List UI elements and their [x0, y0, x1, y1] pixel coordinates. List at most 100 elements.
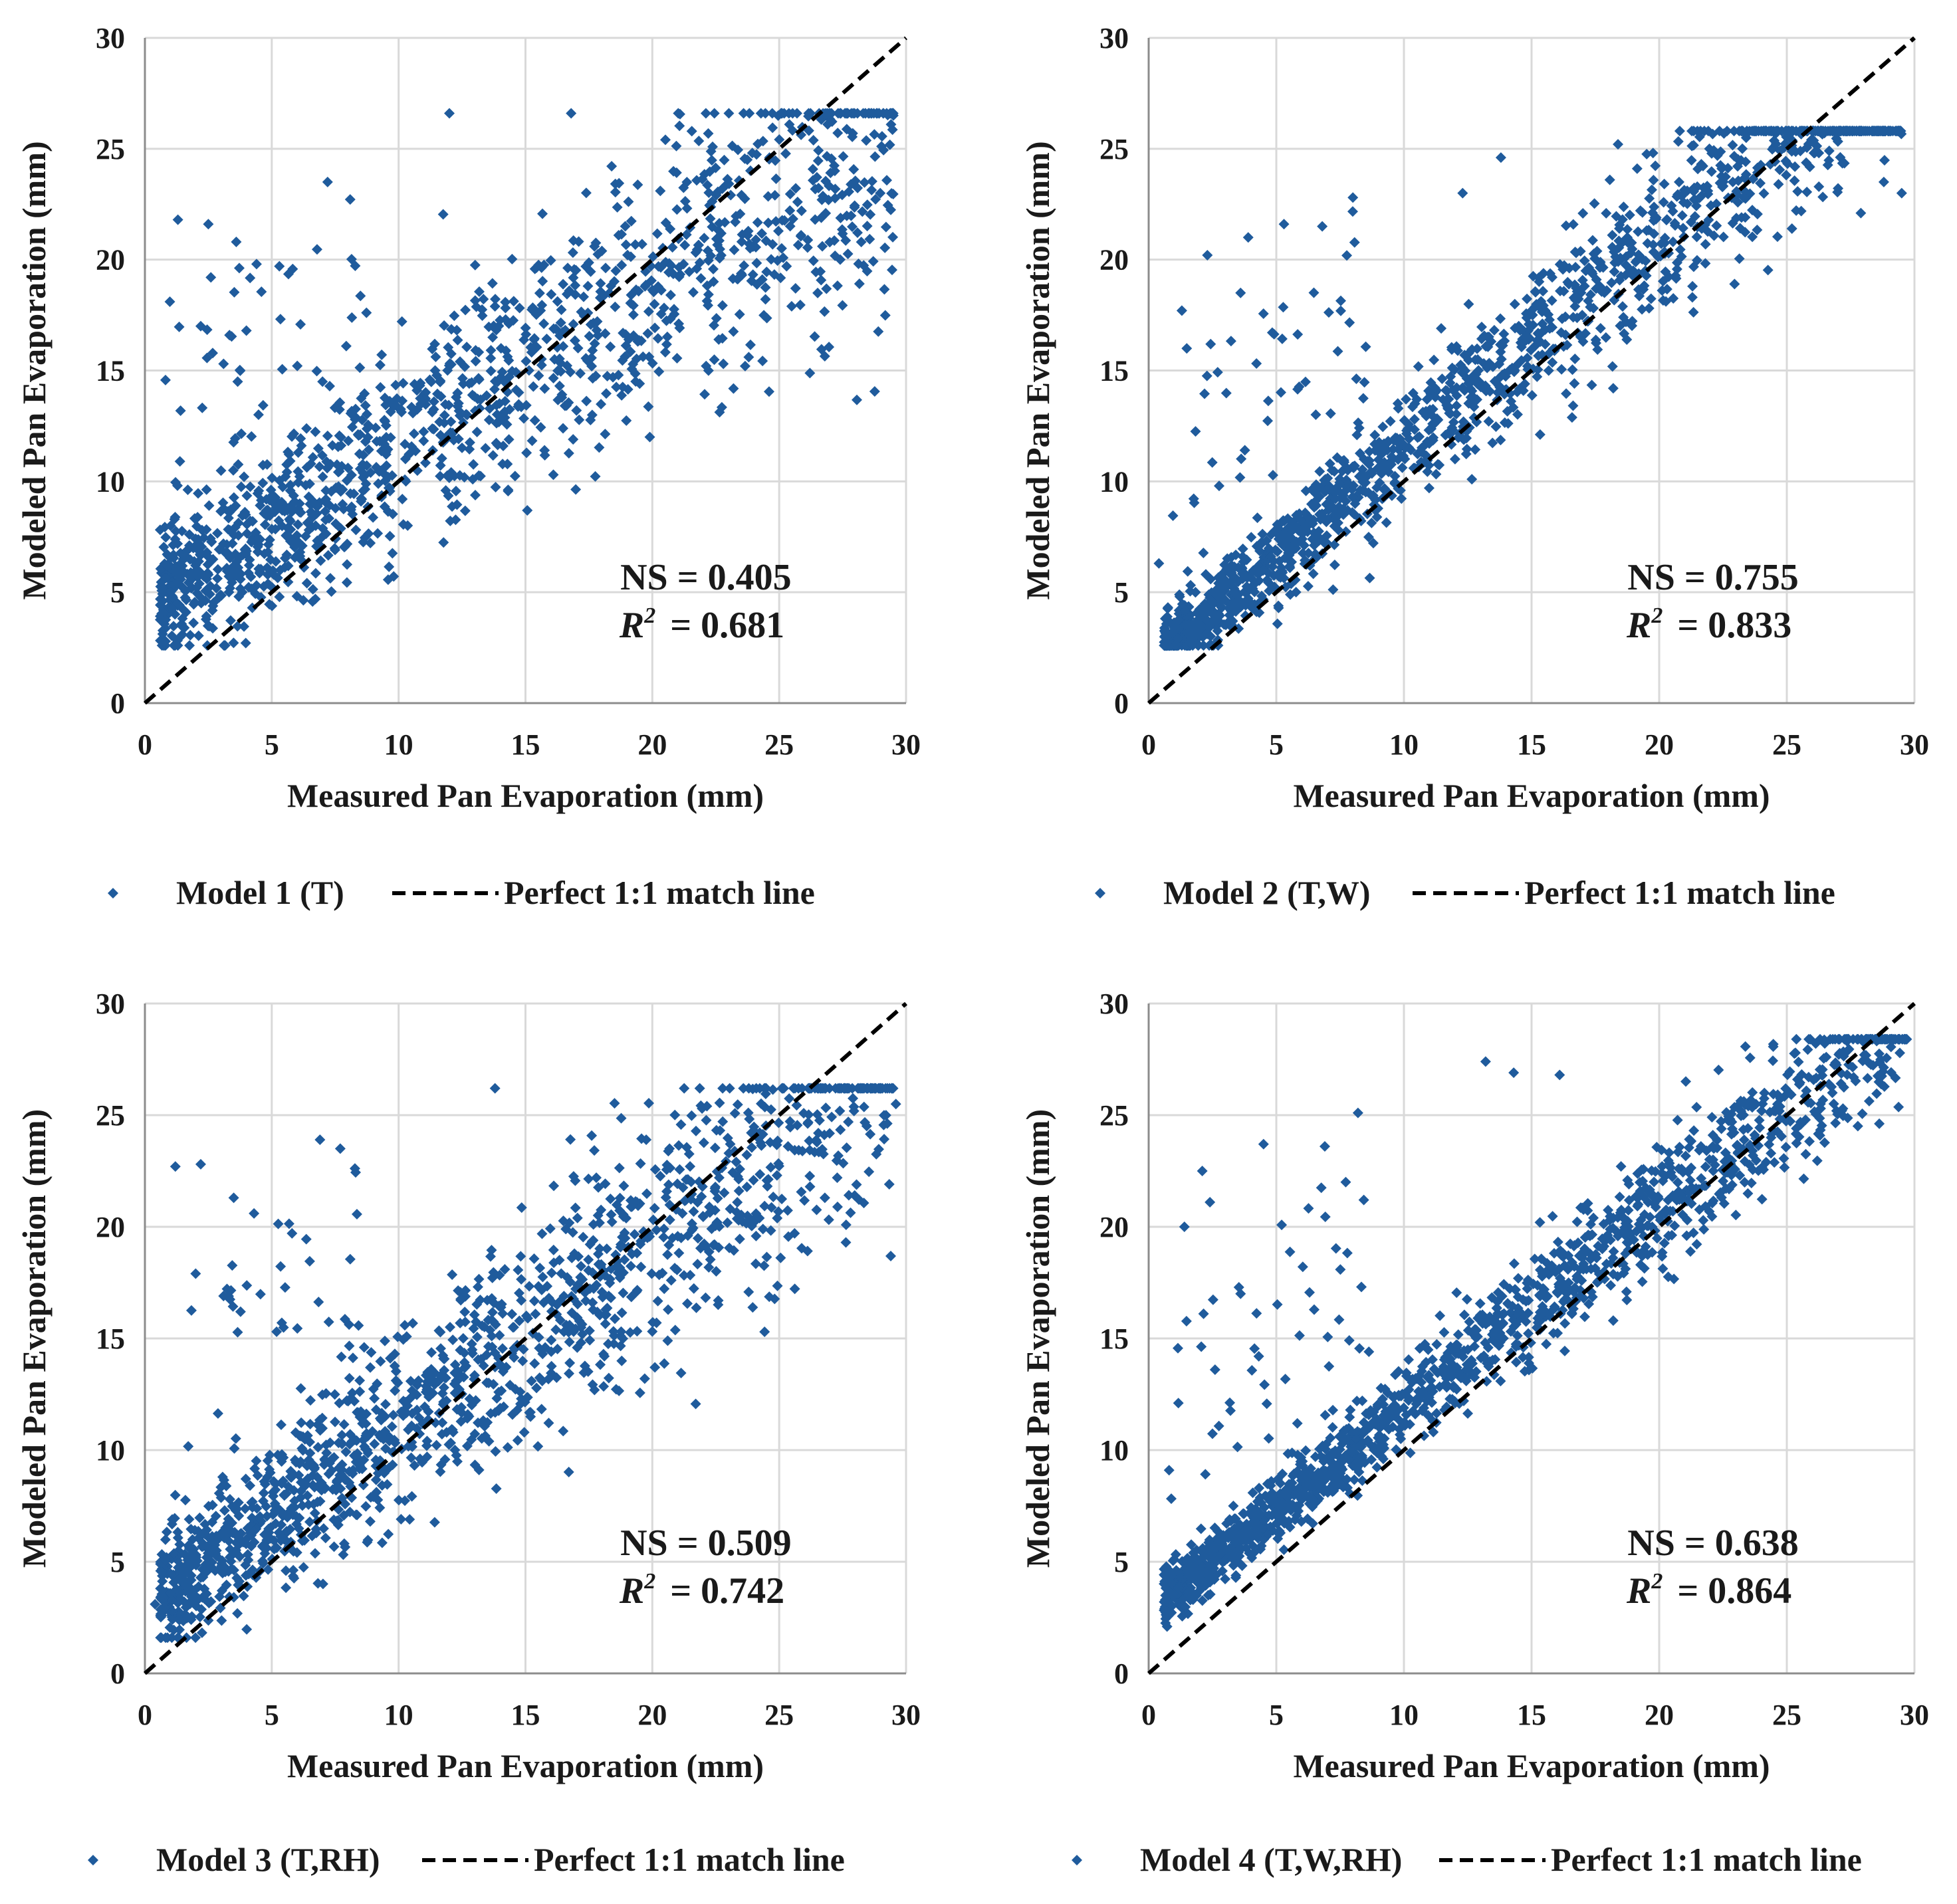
data-point	[424, 374, 435, 385]
data-point	[1643, 302, 1655, 314]
data-point	[663, 266, 675, 278]
x-axis-title: Measured Pan Evaporation (mm)	[287, 1747, 764, 1784]
data-point	[207, 348, 218, 359]
data-point	[830, 183, 841, 195]
data-point	[1547, 357, 1558, 368]
data-point	[1237, 543, 1248, 554]
data-point	[306, 509, 318, 520]
data-point	[739, 260, 750, 271]
data-point	[537, 276, 548, 287]
data-point	[565, 1134, 576, 1145]
data-point	[226, 331, 237, 342]
data-point	[477, 310, 488, 322]
data-point	[346, 469, 357, 480]
data-point	[171, 567, 182, 578]
data-point	[658, 302, 669, 314]
data-point	[695, 272, 707, 284]
data-point	[376, 1537, 388, 1548]
data-point	[1747, 231, 1758, 243]
data-point	[287, 431, 298, 442]
data-point	[790, 183, 802, 194]
data-point	[628, 309, 639, 320]
data-point	[862, 265, 873, 276]
data-point	[233, 530, 244, 541]
data-point	[699, 389, 711, 400]
data-point	[578, 291, 589, 302]
data-point	[572, 1212, 583, 1223]
data-point	[609, 276, 620, 287]
data-point	[750, 234, 762, 245]
data-point	[521, 447, 532, 459]
data-point	[1621, 334, 1633, 345]
data-point	[342, 559, 353, 570]
data-point	[1466, 474, 1478, 485]
data-point	[1633, 226, 1644, 237]
data-point	[471, 427, 483, 438]
data-point	[675, 1119, 687, 1130]
data-point	[336, 1351, 347, 1362]
data-point	[750, 1230, 762, 1241]
data-point	[586, 1130, 598, 1141]
data-point	[1538, 286, 1549, 297]
data-point	[536, 1228, 548, 1239]
data-point	[708, 320, 719, 331]
data-point	[170, 534, 181, 545]
data-point	[380, 420, 392, 431]
x-tick-label: 20	[637, 728, 667, 761]
data-point	[435, 1466, 446, 1477]
data-point	[449, 310, 460, 322]
data-point	[1700, 258, 1711, 269]
data-point	[215, 465, 227, 476]
data-point	[662, 1249, 673, 1260]
scatter-series	[154, 108, 899, 651]
data-point	[457, 442, 468, 453]
legend-label-match: Perfect 1:1 match line	[504, 874, 815, 911]
data-point	[1185, 580, 1197, 591]
data-point	[1190, 426, 1201, 437]
data-point	[355, 290, 366, 302]
data-point	[787, 213, 798, 225]
data-point	[705, 250, 717, 261]
data-point	[885, 1250, 897, 1261]
data-point	[274, 261, 285, 272]
data-point	[598, 1381, 610, 1392]
data-point	[1556, 364, 1567, 375]
data-point	[701, 360, 712, 371]
data-point	[330, 518, 342, 530]
data-point	[189, 568, 200, 579]
data-point	[344, 1372, 355, 1384]
data-point	[398, 519, 409, 530]
data-point	[384, 530, 396, 542]
data-point	[1162, 602, 1173, 613]
data-point	[490, 1445, 501, 1457]
data-point	[358, 536, 369, 548]
data-point	[385, 406, 396, 417]
data-point	[354, 449, 365, 460]
data-point	[554, 380, 565, 391]
data-point	[459, 505, 471, 516]
data-point	[213, 544, 225, 555]
data-point	[589, 338, 600, 349]
data-point	[1397, 462, 1408, 473]
data-point	[870, 193, 881, 205]
data-point	[574, 368, 586, 379]
data-point	[158, 640, 170, 651]
x-tick-label: 20	[1645, 728, 1674, 761]
y-tick-label: 30	[1099, 22, 1129, 54]
data-point	[602, 370, 613, 381]
data-point	[864, 233, 875, 245]
data-point	[616, 1307, 628, 1319]
data-point	[882, 199, 893, 211]
data-point	[320, 497, 332, 508]
data-point	[470, 356, 481, 367]
data-point	[359, 388, 370, 399]
data-point	[491, 1483, 502, 1495]
data-point	[587, 373, 598, 384]
data-point	[571, 405, 582, 416]
data-point	[365, 1362, 376, 1373]
data-point	[374, 1502, 386, 1513]
data-point	[812, 156, 824, 167]
y-tick-label: 20	[96, 1211, 125, 1243]
data-point	[205, 272, 217, 283]
data-point	[439, 320, 450, 331]
